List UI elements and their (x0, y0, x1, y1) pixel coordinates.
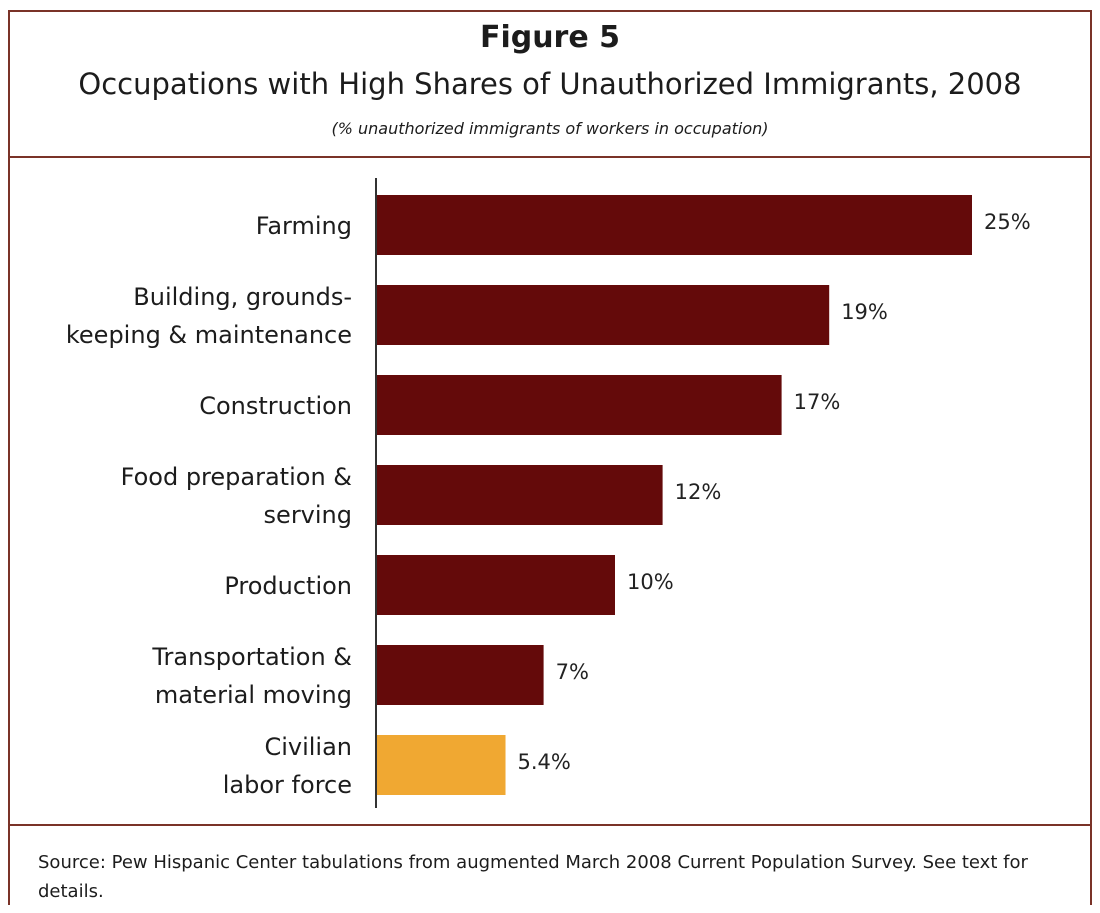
value-label-6: 5.4% (518, 750, 571, 774)
source-note: Source: Pew Hispanic Center tabulations … (38, 852, 1028, 902)
value-label-group: 25% 19% 17% 12% 10% 7% 5.4% (518, 210, 1031, 774)
value-label-5: 7% (556, 660, 589, 684)
bar-6 (377, 735, 506, 795)
category-label-1-line-0: Building, grounds- (133, 283, 352, 311)
bar-1 (377, 285, 830, 345)
value-label-4: 10% (627, 570, 674, 594)
chart-title: Occupations with High Shares of Unauthor… (78, 67, 1022, 101)
figure-header: Figure 5 Occupations with High Shares of… (10, 12, 1090, 158)
category-label-6-line-1: labor force (223, 771, 352, 799)
category-label-group: Farming Building, grounds-keeping & maint… (66, 212, 352, 799)
bar-4 (377, 555, 615, 615)
value-label-0: 25% (984, 210, 1031, 234)
figure-footer: Source: Pew Hispanic Center tabulations … (10, 824, 1090, 907)
value-label-3: 12% (675, 480, 722, 504)
category-label-4-line-0: Production (224, 572, 352, 600)
category-label-6-line-0: Civilian (264, 733, 352, 761)
category-label-2-line-0: Construction (199, 392, 352, 420)
category-label-5-line-1: material moving (155, 681, 352, 709)
figure-label: Figure 5 (479, 20, 621, 55)
value-label-2: 17% (794, 390, 841, 414)
bar-2 (377, 375, 782, 435)
chart-subtitle: (% unauthorized immigrants of workers in… (331, 119, 769, 138)
category-label-3-line-0: Food preparation & (121, 463, 352, 491)
bar-5 (377, 645, 544, 705)
category-label-1-line-1: keeping & maintenance (66, 321, 352, 349)
bar-group (377, 195, 972, 795)
value-label-1: 19% (841, 300, 888, 324)
category-label-0-line-0: Farming (256, 212, 352, 240)
category-label-3-line-1: serving (264, 501, 352, 529)
category-label-5-line-0: Transportation & (151, 643, 352, 671)
bar-0 (377, 195, 972, 255)
figure-frame: Figure 5 Occupations with High Shares of… (8, 10, 1092, 905)
bar-3 (377, 465, 663, 525)
